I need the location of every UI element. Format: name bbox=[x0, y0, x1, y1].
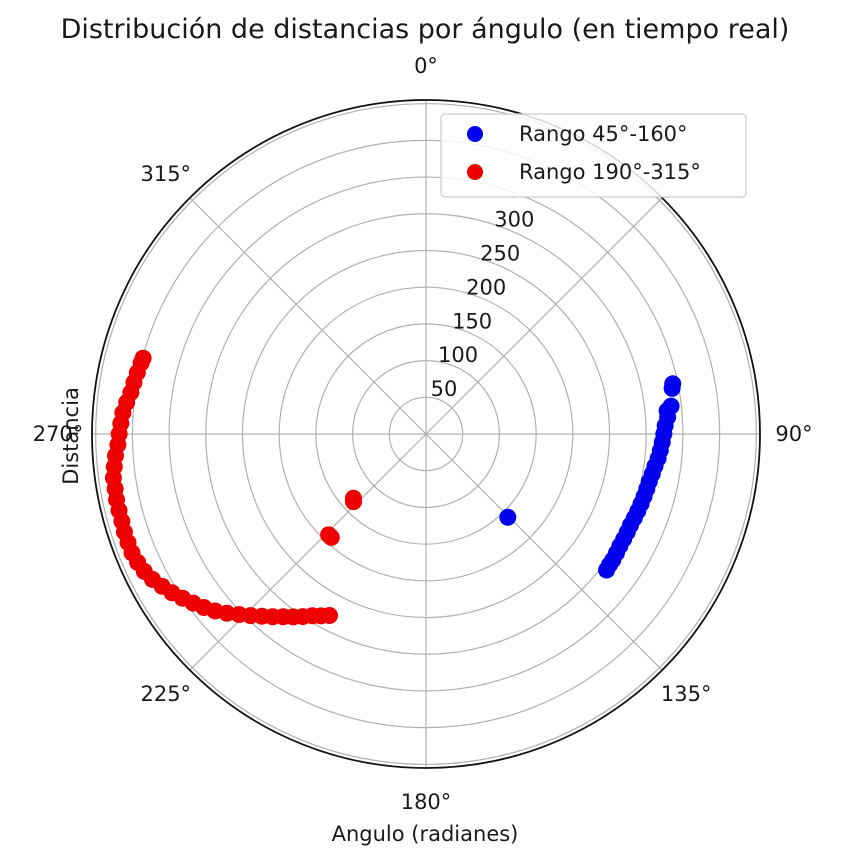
theta-tick-label-135: 135° bbox=[661, 682, 712, 706]
tick-labels: 0° 90° 135° 180° 225° 270° 315° 50 100 150 200 250 3… bbox=[33, 54, 813, 814]
y-axis-label: Distancia bbox=[59, 387, 83, 485]
r-tick-label-250: 250 bbox=[480, 241, 520, 265]
theta-tick-label-0: 0° bbox=[414, 54, 438, 78]
theta-tick-label-270: 270° bbox=[33, 422, 84, 446]
theta-tick-label-180: 180° bbox=[401, 790, 452, 814]
point-series-2-1 bbox=[320, 526, 338, 544]
r-tick-label-300: 300 bbox=[494, 208, 534, 232]
point-series-1-26 bbox=[499, 508, 517, 526]
point-series-2-3 bbox=[344, 489, 362, 507]
r-tick-label-50: 50 bbox=[431, 377, 458, 401]
point-series-1-25 bbox=[598, 561, 616, 579]
theta-tick-label-90: 90° bbox=[775, 422, 812, 446]
chart-title: Distribución de distancias por ángulo (e… bbox=[61, 14, 790, 45]
point-series-1-1 bbox=[663, 379, 681, 397]
r-tick-label-150: 150 bbox=[452, 309, 492, 333]
data-points bbox=[104, 349, 682, 626]
point-series-2-43 bbox=[134, 349, 152, 367]
angular-gridline-315 bbox=[189, 197, 427, 435]
legend: Rango 45°-160° Rango 190°-315° bbox=[440, 113, 747, 198]
r-tick-label-200: 200 bbox=[466, 275, 506, 299]
legend-swatch-series-2 bbox=[467, 164, 483, 180]
legend-box bbox=[440, 113, 747, 198]
angular-gridline-45 bbox=[425, 197, 663, 435]
theta-tick-label-315: 315° bbox=[140, 162, 191, 186]
angular-gridline-135 bbox=[425, 433, 663, 671]
legend-swatch-series-1 bbox=[467, 126, 483, 142]
legend-label-series-1: Rango 45°-160° bbox=[519, 122, 688, 146]
legend-label-series-2: Rango 190°-315° bbox=[519, 160, 701, 184]
x-axis-label: Angulo (radianes) bbox=[332, 822, 519, 846]
angular-gridline-225 bbox=[189, 433, 427, 671]
theta-tick-label-225: 225° bbox=[140, 682, 191, 706]
polar-grid bbox=[91, 99, 761, 769]
polar-frame bbox=[91, 99, 761, 769]
r-tick-label-100: 100 bbox=[438, 343, 478, 367]
